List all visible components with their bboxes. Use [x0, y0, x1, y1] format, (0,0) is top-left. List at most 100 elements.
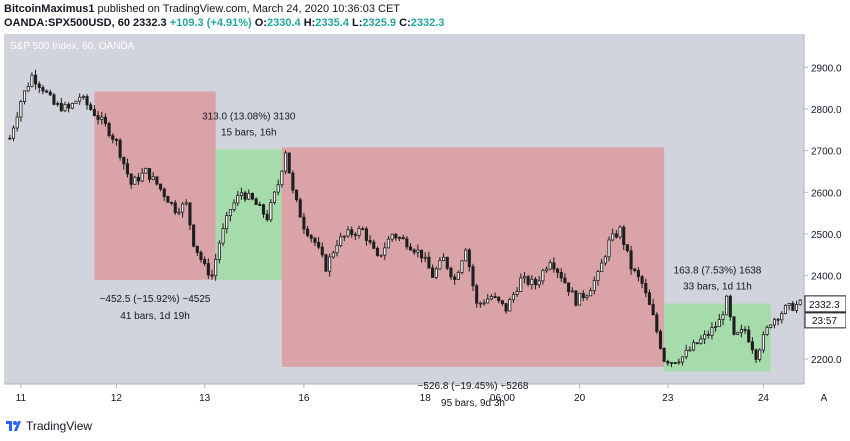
candle-body	[339, 236, 343, 246]
candle-body	[578, 292, 582, 306]
low-value: 2325.9	[362, 17, 397, 29]
candle-body	[111, 135, 115, 140]
y-tick-label: 2700.0	[811, 147, 842, 158]
candle-body	[177, 211, 181, 214]
x-tick-label: 23	[662, 393, 674, 404]
candle-body	[59, 102, 63, 112]
candle-body	[714, 326, 718, 329]
price-chart[interactable]: S&P 500 Index, 60, OANDA2200.02300.02400…	[4, 34, 847, 412]
candle-body	[280, 170, 284, 186]
auto-scale-button[interactable]: A	[821, 393, 828, 404]
range-label-change: −452.5 (−15.92%) −4525	[100, 294, 211, 305]
author-name[interactable]: BitcoinMaximus1	[4, 3, 95, 15]
close-value: 2332.3	[410, 17, 445, 29]
candle-body	[475, 285, 479, 304]
candle-body	[45, 90, 49, 93]
candle-body	[618, 226, 622, 238]
candle-body	[192, 224, 196, 247]
candle-body	[677, 361, 681, 364]
candle-body	[147, 168, 152, 180]
candle-body	[743, 329, 747, 331]
candle-body	[736, 332, 740, 335]
candle-body	[283, 152, 288, 172]
candle-body	[783, 305, 787, 314]
candle-body	[750, 341, 754, 351]
candle-body	[556, 268, 560, 273]
candle-body	[669, 362, 674, 364]
candle-body	[331, 252, 335, 258]
candle-body	[442, 256, 446, 261]
candle-body	[379, 254, 383, 257]
candle-body	[438, 260, 442, 270]
symbol-label: OANDA:SPX500USD, 60	[4, 17, 130, 29]
candle-body	[567, 282, 571, 292]
candle-body	[155, 176, 159, 185]
candle-body	[394, 233, 398, 239]
candle-body	[342, 235, 346, 238]
candle-body	[309, 235, 313, 239]
candle-body	[368, 240, 372, 243]
candle-body	[680, 356, 685, 363]
chart-area[interactable]: S&P 500 Index, 60, OANDA2200.02300.02400…	[4, 34, 847, 412]
candle-body	[144, 168, 148, 174]
candle-body	[199, 252, 203, 260]
change-value: +109.3 (+4.91%)	[169, 17, 252, 29]
candle-body	[633, 268, 637, 271]
candle-body	[603, 256, 607, 264]
candle-body	[19, 101, 23, 118]
x-tick-label: 06:00	[490, 393, 515, 404]
candle-body	[122, 156, 126, 165]
candle-body	[254, 198, 258, 205]
candle-body	[515, 291, 519, 295]
candle-body	[548, 262, 552, 270]
candle-body	[658, 331, 663, 349]
candle-body	[412, 249, 416, 253]
x-tick-label: 18	[420, 393, 432, 404]
candle-body	[541, 270, 545, 282]
candle-body	[56, 102, 60, 105]
candle-body	[636, 270, 640, 277]
candle-body	[85, 96, 89, 106]
footer-brand: TradingView	[26, 419, 93, 433]
candle-body	[81, 96, 85, 98]
candle-body	[37, 83, 41, 88]
x-tick-label: 24	[758, 393, 770, 404]
candle-body	[416, 249, 420, 253]
x-tick-label: 12	[111, 393, 123, 404]
candle-body	[11, 127, 16, 139]
low-label: L:	[352, 17, 363, 29]
candle-body	[596, 271, 600, 282]
candle-body	[188, 202, 192, 226]
candle-body	[78, 96, 82, 102]
candle-body	[464, 249, 468, 262]
candle-body	[401, 237, 405, 240]
candle-body	[780, 313, 784, 321]
candle-body	[364, 228, 368, 241]
candle-body	[728, 295, 732, 318]
candle-body	[335, 245, 339, 254]
candle-body	[295, 189, 299, 201]
candle-body	[717, 319, 721, 328]
candle-body	[607, 239, 611, 258]
candle-body	[63, 104, 67, 112]
candle-body	[276, 184, 280, 193]
candle-body	[26, 86, 30, 92]
candle-body	[390, 233, 394, 240]
published-text: published on TradingView.com, March 24, …	[97, 3, 401, 15]
candle-body	[30, 74, 34, 87]
candle-body	[228, 209, 232, 217]
candle-body	[453, 276, 457, 280]
candle-body	[460, 260, 464, 273]
candle-body	[497, 296, 501, 302]
candle-body	[313, 237, 317, 243]
candle-body	[787, 303, 791, 306]
candle-body	[397, 237, 402, 239]
candle-body	[625, 244, 629, 252]
candle-body	[317, 242, 321, 248]
candle-body	[203, 259, 207, 265]
candle-body	[52, 94, 56, 105]
tradingview-logo-icon	[6, 421, 21, 431]
candle-body	[353, 234, 357, 236]
symbol-info: OANDA:SPX500USD, 60 2332.3 +109.3 (+4.91…	[4, 17, 444, 29]
candle-body	[265, 213, 269, 221]
